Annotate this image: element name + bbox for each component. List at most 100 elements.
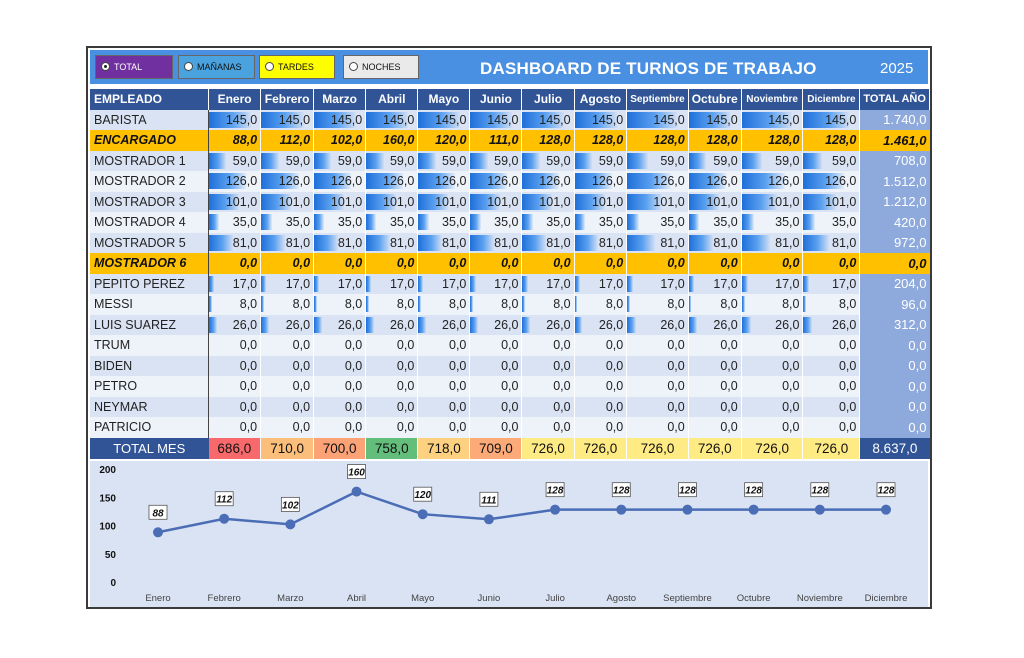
month-hours-cell: 0,0 xyxy=(469,396,523,417)
month-total-cell: 718,0 xyxy=(417,437,471,459)
cell-value: 0,0 xyxy=(239,358,258,373)
month-hours-cell: 0,0 xyxy=(260,417,315,438)
month-hours-cell: 0,0 xyxy=(688,396,742,417)
month-hours-cell: 0,0 xyxy=(365,253,419,274)
employee-name: MOSTRADOR 1 xyxy=(90,150,210,171)
month-hours-cell: 0,0 xyxy=(626,396,689,417)
cell-value: 17,0 xyxy=(337,276,363,291)
data-bar xyxy=(314,111,356,128)
data-label: 112 xyxy=(216,495,232,506)
data-bar xyxy=(574,111,617,128)
cell-value: 26,0 xyxy=(713,317,738,332)
month-hours-cell: 145,0 xyxy=(365,109,419,130)
data-bar xyxy=(366,275,372,292)
data-bar xyxy=(209,173,246,189)
month-hours-cell: 0,0 xyxy=(574,417,628,438)
cell-value: 126,0 xyxy=(487,174,519,189)
data-bar xyxy=(470,275,476,292)
cell-value: 0,0 xyxy=(396,379,415,394)
year-total-cell: 0,0 xyxy=(859,253,930,274)
cell-value: 26,0 xyxy=(494,317,519,332)
data-point xyxy=(616,504,627,515)
data-label-box xyxy=(280,496,300,512)
cell-value: 17,0 xyxy=(713,276,738,291)
cell-value: 0,0 xyxy=(720,358,738,373)
cell-value: 81,0 xyxy=(713,235,738,250)
data-bar xyxy=(522,111,565,128)
cell-value: 126,0 xyxy=(435,174,467,189)
data-bar xyxy=(366,214,377,230)
month-hours-cell: 0,0 xyxy=(802,396,861,417)
data-bar xyxy=(803,296,807,312)
month-total-cell: 726,0 xyxy=(688,437,742,459)
x-tick-label: Diciembre xyxy=(865,593,908,604)
month-total-cell: 726,0 xyxy=(574,437,628,459)
month-hours-cell: 145,0 xyxy=(469,109,523,130)
cell-value: 8,0 xyxy=(449,297,467,312)
month-hours-cell: 0,0 xyxy=(574,355,628,376)
month-hours-cell: 17,0 xyxy=(365,273,419,294)
month-hours-cell: 0,0 xyxy=(741,253,804,274)
cell-value: 0,0 xyxy=(396,256,415,271)
cell-value: 17,0 xyxy=(660,276,685,291)
cell-value: 0,0 xyxy=(344,399,363,414)
option-noches[interactable]: NOCHES xyxy=(343,55,419,79)
cell-value: 26,0 xyxy=(660,317,685,332)
month-hours-cell: 126,0 xyxy=(574,171,628,192)
data-bar xyxy=(366,173,403,189)
month-hours-cell: 128,0 xyxy=(626,130,689,151)
cell-value: 101,0 xyxy=(591,194,624,209)
table-row: MOSTRADOR 2 126,0 126,0 126,0 126,0 126,0 126,… xyxy=(90,171,930,192)
year-total-cell: 0,0 xyxy=(859,417,930,438)
month-hours-cell: 145,0 xyxy=(260,109,315,130)
month-hours-cell: 59,0 xyxy=(208,150,262,171)
cell-value: 0,0 xyxy=(396,399,415,414)
data-point xyxy=(153,527,163,538)
data-bar xyxy=(627,152,648,169)
series-line xyxy=(157,490,886,534)
month-hours-cell: 0,0 xyxy=(521,417,575,438)
data-label: 111 xyxy=(481,495,497,506)
month-hours-cell: 101,0 xyxy=(802,191,861,212)
cell-value: 145,0 xyxy=(383,112,415,127)
data-bar xyxy=(366,193,396,210)
cell-value: 0,0 xyxy=(720,338,738,353)
data-bar xyxy=(574,296,578,312)
cell-value: 0,0 xyxy=(838,338,857,353)
cell-value: 17,0 xyxy=(775,276,800,291)
option-total-horas[interactable]: TOTAL HORAS xyxy=(95,55,173,94)
cell-value: 59,0 xyxy=(285,153,311,168)
cell-value: 17,0 xyxy=(232,276,258,291)
month-total-cell: 710,0 xyxy=(260,437,315,459)
cell-value: 0,0 xyxy=(782,338,800,353)
month-hours-cell: 81,0 xyxy=(521,232,575,253)
radio-icon xyxy=(184,62,193,71)
data-point xyxy=(285,519,296,530)
month-hours-cell: 17,0 xyxy=(260,273,315,294)
header-month: Noviembre xyxy=(741,89,804,110)
month-hours-cell: 59,0 xyxy=(365,150,419,171)
option-mananas[interactable]: MAÑANAS xyxy=(178,55,255,79)
year-total-cell: 96,0 xyxy=(859,294,930,315)
month-hours-cell: 0,0 xyxy=(313,396,367,417)
cell-value: 81,0 xyxy=(775,235,800,250)
total-mes-row: TOTAL MES 686,0 710,0 700,0 758,0 718,0 709,0 7… xyxy=(90,437,930,459)
cell-value: 128,0 xyxy=(825,133,857,148)
cell-value: 8,0 xyxy=(553,297,571,312)
option-tardes[interactable]: TARDES xyxy=(259,55,335,79)
cell-value: 0,0 xyxy=(667,358,685,373)
month-hours-cell: 0,0 xyxy=(574,396,628,417)
month-hours-cell: 101,0 xyxy=(521,191,575,212)
month-hours-cell: 17,0 xyxy=(626,273,689,294)
data-bar xyxy=(803,234,830,251)
cell-value: 0,0 xyxy=(553,338,571,353)
month-hours-cell: 17,0 xyxy=(574,273,628,294)
cell-value: 145,0 xyxy=(487,112,519,127)
month-hours-cell: 26,0 xyxy=(521,314,575,335)
cell-value: 0,0 xyxy=(605,256,624,271)
data-label: 88 xyxy=(152,508,164,519)
cell-value: 35,0 xyxy=(598,215,624,230)
month-hours-cell: 0,0 xyxy=(365,417,419,438)
data-bar xyxy=(803,152,823,169)
data-bar xyxy=(314,152,332,169)
